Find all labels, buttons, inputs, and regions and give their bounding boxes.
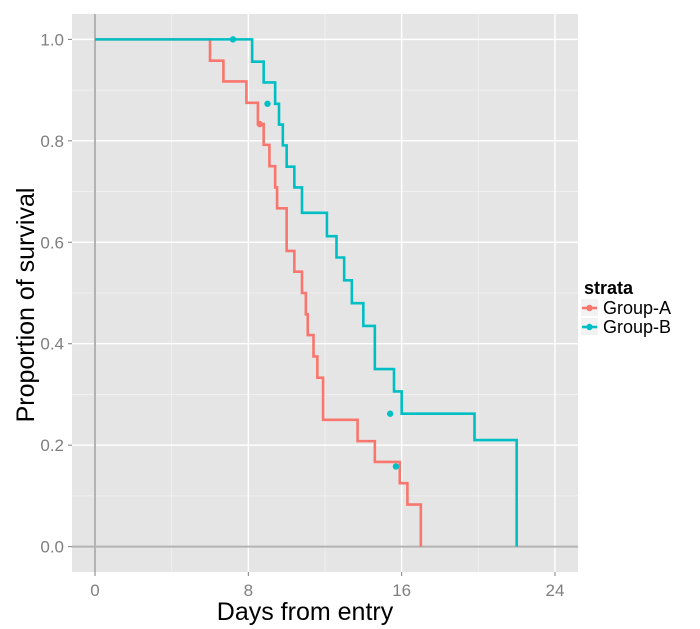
series-layer [95,36,518,547]
reference-lines [72,14,578,572]
y-tick-label: 0.0 [40,538,64,557]
y-tick-label: 1.0 [40,30,64,49]
y-tick-label: 0.8 [40,132,64,151]
legend-label: Group-B [603,317,671,337]
censor-point-group-b [392,463,400,470]
y-tick-label: 0.2 [40,436,64,455]
x-axis-title: Days from entry [217,598,394,626]
censor-point-group-b [229,36,237,43]
x-tick-label: 16 [392,581,411,600]
legend-title: strata [584,278,634,298]
legend-key-point [586,304,593,312]
series-line-group-b [95,38,518,547]
x-axis-ticks: 0 8 16 24 [90,572,564,600]
x-tick-label: 8 [244,581,253,600]
grid-minor [72,14,578,572]
y-axis-title: Proportion of survival [12,188,40,423]
censor-point-group-b [386,410,394,417]
censor-point-group-b [264,100,271,107]
y-axis-ticks: 0.0 0.2 0.4 0.6 0.8 1.0 [40,30,72,557]
y-tick-label: 0.6 [40,233,64,252]
series-line-group-a [95,38,423,547]
x-tick-label: 24 [546,581,565,600]
censor-point-group-a [256,120,264,128]
legend-key-point [586,323,593,331]
x-tick-label: 0 [90,581,99,600]
y-tick-label: 0.4 [40,335,64,354]
legend-label: Group-A [603,298,671,318]
